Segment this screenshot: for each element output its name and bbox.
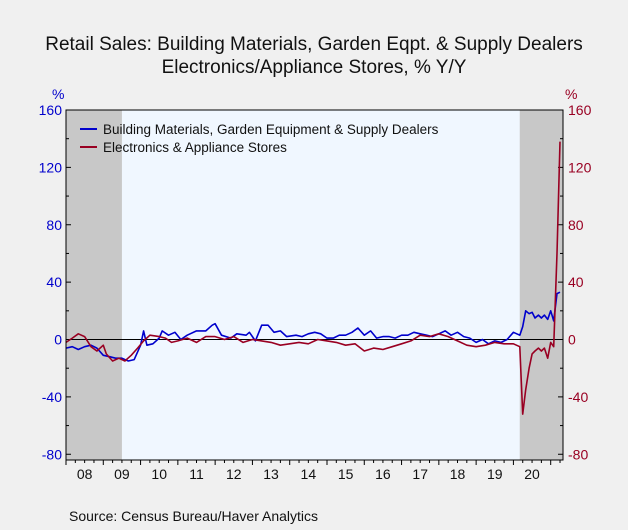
left-y-tick-label: 40 [46, 274, 62, 290]
series-line-building-materials [65, 291, 561, 362]
recession-band [66, 110, 122, 460]
x-tick-label: 09 [114, 466, 130, 482]
left-axis-unit: % [52, 86, 64, 102]
left-y-tick-label: -40 [42, 389, 62, 405]
right-y-tick-label: 40 [568, 274, 584, 290]
right-y-tick-label: 80 [568, 217, 584, 233]
x-tick-label: 16 [375, 466, 391, 482]
left-y-tick-label: -80 [42, 446, 62, 462]
x-tick-label: 13 [263, 466, 279, 482]
x-tick-label: 10 [151, 466, 167, 482]
right-y-tick-label: 120 [568, 159, 592, 175]
x-tick-label: 20 [524, 466, 540, 482]
chart-subtitle: Electronics/Appliance Stores, % Y/Y [161, 57, 467, 78]
x-tick-label: 12 [226, 466, 242, 482]
right-y-tick-label: -40 [568, 389, 588, 405]
chart-title: Retail Sales: Building Materials, Garden… [45, 34, 583, 55]
x-tick-label: 11 [189, 466, 204, 482]
right-y-tick-label: 0 [568, 332, 576, 348]
source-note: Source: Census Bureau/Haver Analytics [69, 508, 319, 524]
legend-label: Building Materials, Garden Equipment & S… [103, 122, 439, 137]
left-y-tick-label: 0 [54, 332, 62, 348]
x-tick-label: 19 [487, 466, 503, 482]
right-y-tick-label: 160 [568, 102, 592, 118]
x-tick-label: 18 [450, 466, 466, 482]
plot-area [66, 110, 563, 460]
left-y-tick-label: 160 [39, 102, 63, 118]
legend-label: Electronics & Appliance Stores [103, 140, 287, 155]
x-tick-label: 14 [301, 466, 317, 482]
right-axis-unit: % [565, 86, 577, 102]
x-tick-label: 15 [338, 466, 354, 482]
series-line-electronics [65, 141, 561, 415]
x-tick-label: 17 [412, 466, 428, 482]
right-y-tick-label: -80 [568, 446, 588, 462]
x-tick-label: 08 [77, 466, 93, 482]
left-y-tick-label: 120 [39, 159, 63, 175]
left-y-tick-label: 80 [46, 217, 62, 233]
plot-frame [65, 109, 564, 461]
